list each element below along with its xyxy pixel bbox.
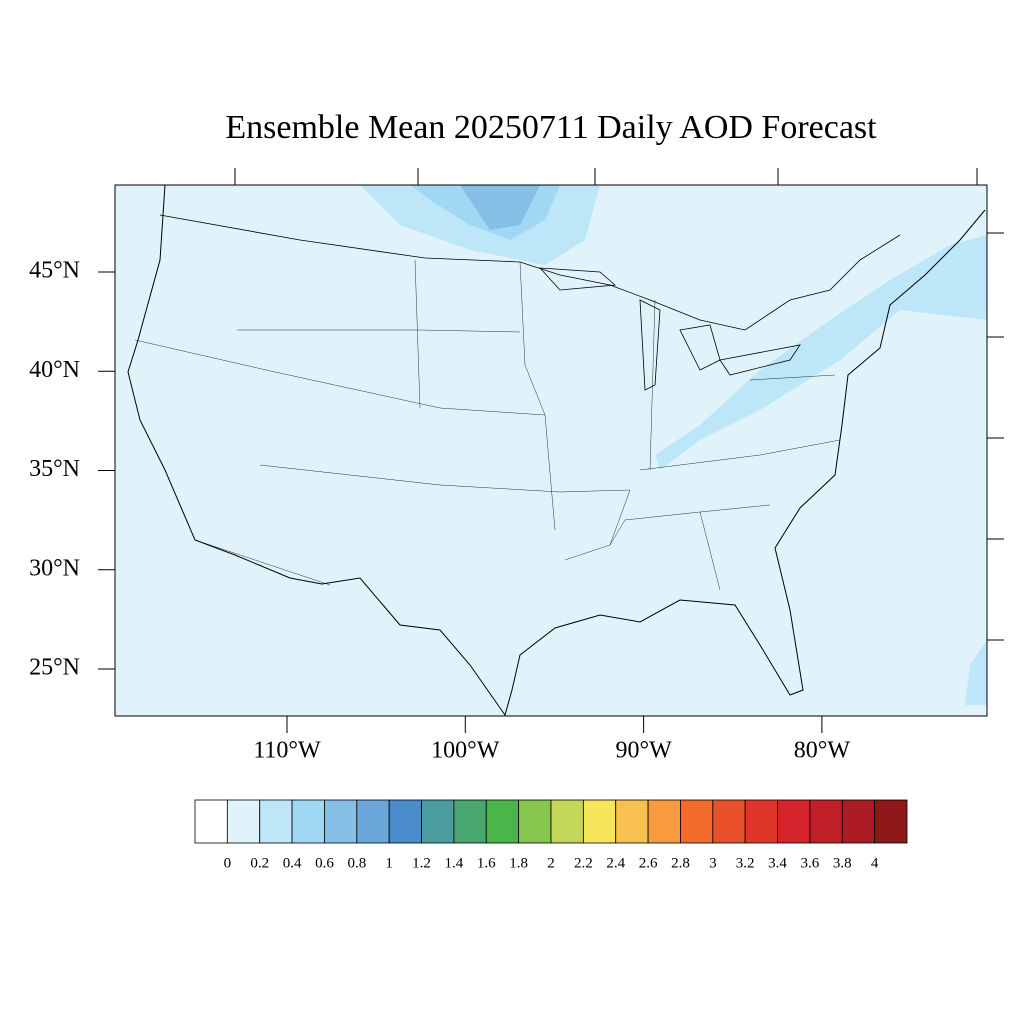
colorbar-label: 3.8 [833, 855, 852, 871]
lat-tick-label: 35°N [29, 456, 80, 482]
state-borders [134, 259, 841, 591]
colorbar-box [518, 799, 552, 844]
map [114, 168, 1004, 717]
lon-tick-label: 90°W [615, 738, 672, 764]
colorbar-box [194, 799, 228, 844]
colorbar-label: 2.8 [671, 855, 690, 871]
colorbar-box [453, 799, 487, 844]
colorbar-label: 0.8 [347, 855, 366, 871]
colorbar-label: 0.4 [283, 855, 302, 871]
colorbar-label: 3.4 [768, 855, 787, 871]
colorbar-box [647, 799, 681, 844]
colorbar-label: 1.2 [412, 855, 431, 871]
border [159, 214, 901, 331]
title: Ensemble Mean 20250711 Daily AOD Forecas… [225, 109, 877, 146]
colorbar-box [777, 799, 811, 844]
coastline [127, 184, 986, 717]
colorbar-box [421, 799, 455, 844]
colorbar-box [259, 799, 293, 844]
great-lakes [539, 267, 801, 391]
aod-region [655, 235, 987, 470]
colorbar-box [550, 799, 584, 844]
colorbar-label: 3.2 [736, 855, 755, 871]
colorbar-box [874, 799, 908, 844]
colorbar-box [809, 799, 843, 844]
colorbar-box [680, 799, 714, 844]
colorbar-box [226, 799, 261, 844]
colorbar-box [291, 799, 325, 844]
lon-tick-label: 80°W [794, 738, 851, 764]
colorbar-label: 2 [547, 855, 555, 871]
colorbar-label: 1 [385, 855, 393, 871]
map-background [115, 185, 987, 716]
lon-tick-label: 100°W [431, 738, 500, 764]
map-frame [114, 184, 988, 717]
colorbar-label: 4 [871, 855, 879, 871]
colorbar-box [744, 799, 778, 844]
aod-region [460, 185, 540, 230]
colorbar-label: 0.6 [315, 855, 334, 871]
colorbar-label: 1.8 [509, 855, 528, 871]
colorbar-box [388, 799, 422, 844]
colorbar-box [582, 799, 617, 844]
aod-region [965, 640, 987, 705]
colorbar-box [841, 799, 876, 844]
colorbar-box [324, 799, 358, 844]
colorbar-box [615, 799, 649, 844]
lat-tick-label: 25°N [29, 655, 80, 681]
colorbar-label: 1.6 [477, 855, 496, 871]
lat-tick-label: 30°N [29, 555, 80, 581]
lat-tick-label: 45°N [29, 258, 80, 284]
lon-tick-label: 110°W [253, 738, 321, 764]
colorbar-label: 3.6 [801, 855, 820, 871]
colorbar-box [485, 799, 520, 844]
colorbar-label: 0 [224, 855, 232, 871]
colorbar-box [712, 799, 746, 844]
colorbar-label: 2.4 [606, 855, 625, 871]
colorbar-label: 2.6 [639, 855, 658, 871]
colorbar-label: 1.4 [445, 855, 464, 871]
colorbar-box [356, 799, 390, 844]
colorbar-label: 0.2 [250, 855, 269, 871]
lat-tick-label: 40°N [29, 357, 80, 383]
colorbar-label: 2.2 [574, 855, 593, 871]
colorbar-label: 3 [709, 855, 717, 871]
frame-ticks [234, 168, 1004, 641]
